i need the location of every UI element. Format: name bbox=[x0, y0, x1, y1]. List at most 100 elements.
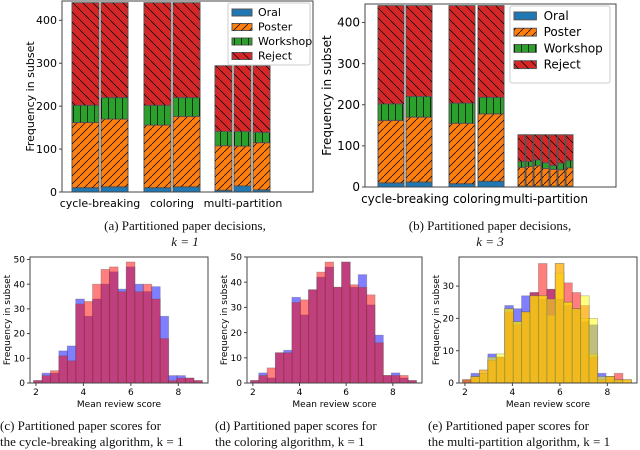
chart-a-frame bbox=[61, 0, 314, 193]
chart-c-xtick-label: 2 bbox=[33, 388, 39, 398]
chart-e-hist-bar bbox=[487, 356, 497, 384]
chart-b-legend-label: Workshop bbox=[544, 41, 603, 55]
chart-b-hatch-reject bbox=[518, 134, 525, 162]
chart-c-hist-bar bbox=[66, 360, 77, 384]
chart-a-legend-swatch bbox=[231, 8, 253, 17]
chart-d-hist-bar bbox=[274, 352, 285, 384]
chart-c-xtick-label: 4 bbox=[81, 388, 87, 398]
chart-d-ytick-label: 50 bbox=[231, 253, 243, 263]
caption-e-line2: the multi-partition algorithm, k = 1 bbox=[428, 434, 611, 449]
chart-a-hatch-reject bbox=[72, 2, 99, 106]
chart-e-ytick-label: 10 bbox=[443, 347, 455, 357]
chart-e-hist-bar bbox=[470, 376, 481, 384]
chart-b-ytick-label: 100 bbox=[337, 139, 360, 153]
chart-c-xtick-label: 6 bbox=[128, 388, 134, 398]
chart-a-hatch-workshop bbox=[215, 131, 232, 146]
chart-d-hist-bar bbox=[316, 271, 326, 384]
chart-b-ytick-label: 400 bbox=[337, 16, 360, 30]
caption-a-line1: (a) Partitioned paper decisions, bbox=[104, 218, 266, 233]
chart-b-hatch-workshop bbox=[550, 165, 557, 170]
chart-b-bar-oral bbox=[405, 181, 433, 188]
caption-a: (a) Partitioned paper decisions, k = 1 bbox=[60, 218, 310, 250]
chart-d-ytick-label: 10 bbox=[231, 354, 243, 364]
chart-e-xtick-label: 4 bbox=[510, 388, 516, 398]
chart-b-hatch-workshop bbox=[542, 162, 549, 169]
chart-b-hatch-poster bbox=[566, 167, 573, 187]
chart-a-bar-oral bbox=[172, 186, 201, 193]
chart-d-frame bbox=[246, 256, 423, 384]
chart-a-hatch-poster bbox=[101, 119, 128, 187]
caption-b-line1: (b) Partitioned paper decisions, bbox=[408, 218, 572, 233]
chart-b-bar-oral bbox=[377, 182, 405, 188]
chart-d-hist-bar bbox=[283, 352, 293, 384]
chart-d-hist-bar bbox=[258, 375, 268, 384]
chart-d-ytick-label: 40 bbox=[231, 278, 243, 288]
chart-b-legend-hatch bbox=[514, 44, 537, 53]
chart-b-frame bbox=[364, 3, 617, 188]
chart-a-category-label: coloring bbox=[150, 197, 194, 210]
chart-c-hist-bar bbox=[75, 303, 85, 384]
chart-b-hatch-reject bbox=[550, 134, 557, 166]
chart-a-hatch-reject bbox=[215, 65, 232, 132]
chart-c-ytick-label: 20 bbox=[14, 330, 26, 340]
chart-d-ytick-label: 20 bbox=[231, 329, 243, 339]
chart-a-hatch-workshop bbox=[234, 131, 251, 147]
chart-a-hatch-workshop bbox=[72, 105, 99, 123]
chart-e-ylabel: Frequency in subset bbox=[432, 274, 442, 365]
chart-c-xtick-label: 8 bbox=[175, 388, 181, 398]
chart-c-hist-bar bbox=[41, 375, 52, 384]
chart-e-ytick-label: 30 bbox=[443, 282, 455, 292]
chart-b-ytick-label: 300 bbox=[337, 57, 360, 71]
chart-e-xtick-label: 2 bbox=[462, 388, 468, 398]
chart-c-hist-bar bbox=[142, 283, 153, 384]
chart-b-hatch-workshop bbox=[566, 160, 573, 168]
chart-a-legend-hatch bbox=[232, 38, 252, 45]
chart-a-ytick-label: 300 bbox=[36, 57, 57, 70]
chart-b-hatch-reject bbox=[526, 134, 533, 162]
caption-b-line2: k = 3 bbox=[476, 234, 504, 249]
chart-c-ylabel: Frequency in subset bbox=[3, 274, 13, 365]
chart-d-ylabel: Frequency in subset bbox=[220, 274, 230, 365]
chart-a-hatch-workshop bbox=[253, 132, 270, 143]
chart-b-category-label: multi-partition bbox=[502, 192, 588, 206]
chart-d-hist-bar bbox=[357, 286, 368, 384]
chart-a-hatch-reject bbox=[173, 2, 200, 98]
chart-d-ytick-label: 30 bbox=[231, 304, 243, 314]
chart-a-legend-hatch bbox=[232, 23, 252, 31]
chart-e-hist-bar bbox=[571, 308, 582, 384]
caption-e: (e) Partitioned paper scores for the mult… bbox=[428, 418, 610, 450]
chart-b-hatch-workshop bbox=[526, 161, 533, 167]
chart-b-legend-label: Oral bbox=[544, 9, 569, 23]
chart-c-hist-bar bbox=[83, 301, 94, 384]
chart-d-hist-bar bbox=[299, 299, 310, 384]
chart-d-hist-bar bbox=[341, 261, 351, 384]
chart-a-bar-oral bbox=[143, 187, 172, 193]
chart-b-hatch-reject bbox=[566, 134, 573, 161]
chart-e-hist-bar bbox=[495, 353, 506, 384]
chart-a-hatch-poster bbox=[144, 125, 171, 188]
chart-c-hist-bar bbox=[108, 266, 119, 384]
chart-a-legend bbox=[227, 2, 311, 66]
chart-d-xtick-label: 2 bbox=[250, 388, 256, 398]
chart-e-xtick-label: 6 bbox=[557, 388, 563, 398]
chart-b-hatch-reject bbox=[406, 5, 432, 97]
chart-b-hatch-workshop bbox=[406, 96, 432, 118]
chart-b-hatch-reject bbox=[378, 5, 404, 104]
chart-b-hatch-reject bbox=[449, 5, 475, 104]
chart-b-legend-hatch bbox=[514, 60, 537, 69]
chart-b-hatch-workshop bbox=[518, 161, 525, 168]
chart-b-bar-oral bbox=[477, 180, 505, 188]
caption-d-line2: the coloring algorithm, k = 1 bbox=[215, 434, 365, 449]
chart-b-hatch-poster bbox=[550, 169, 557, 187]
chart-e-hist-bar bbox=[596, 376, 607, 384]
chart-c-hist-bar bbox=[58, 355, 68, 384]
chart-a-hatch-workshop bbox=[144, 105, 171, 126]
chart-a-ytick-label: 0 bbox=[50, 186, 57, 199]
chart-d-xlabel: Mean review score bbox=[292, 400, 377, 410]
chart-e-hist-bar bbox=[529, 295, 540, 384]
chart-c-hist-bar bbox=[134, 291, 144, 384]
chart-b-hatch-poster bbox=[406, 117, 432, 183]
chart-a-hatch-poster bbox=[234, 146, 251, 186]
chart-a-hatch-poster bbox=[72, 122, 99, 188]
